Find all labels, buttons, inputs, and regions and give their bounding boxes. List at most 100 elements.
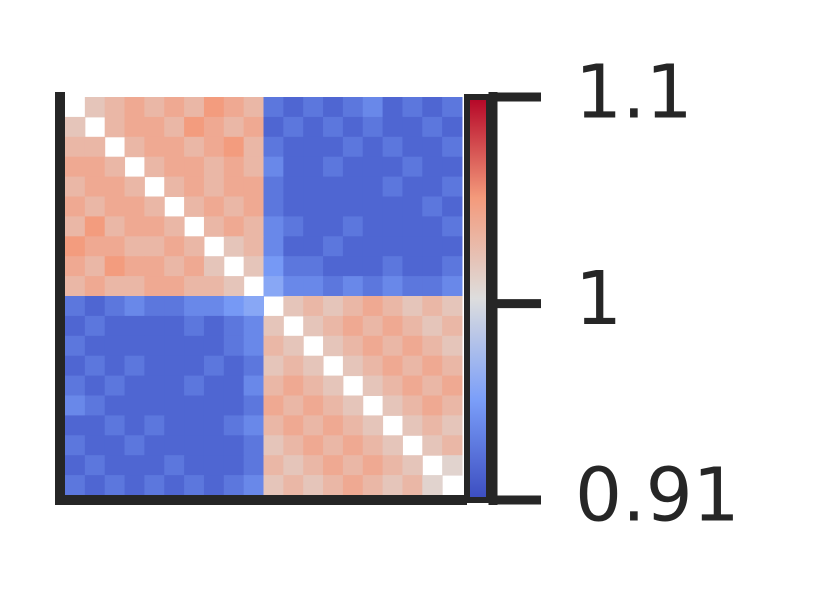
heatmap-cell	[144, 455, 165, 476]
heatmap-cell	[263, 415, 284, 436]
heatmap-cell	[243, 136, 264, 158]
heatmap-cell	[144, 355, 165, 377]
heatmap-cell	[342, 335, 364, 357]
heatmap-cell	[303, 375, 324, 396]
heatmap-cell	[104, 196, 126, 217]
heatmap-cell	[164, 375, 185, 396]
heatmap-cell	[382, 475, 403, 496]
heatmap-cell	[362, 256, 384, 277]
heatmap-cell	[124, 176, 145, 197]
heatmap-cell	[342, 296, 364, 317]
heatmap-cell	[362, 375, 384, 396]
heatmap-cell	[382, 116, 403, 138]
heatmap-cell	[84, 375, 106, 396]
colorbar-tick-label: 1.1	[575, 50, 693, 136]
heatmap-cell	[342, 136, 364, 158]
heatmap-cell	[283, 355, 304, 377]
heatmap-cell	[144, 116, 165, 138]
heatmap-cell	[144, 475, 165, 496]
heatmap-cell	[164, 335, 185, 357]
heatmap-cell	[382, 176, 403, 197]
heatmap-cell	[124, 435, 145, 456]
heatmap-cell	[144, 375, 165, 396]
heatmap-cell	[283, 196, 304, 217]
heatmap-cell	[362, 136, 384, 158]
heatmap-cell	[422, 216, 443, 237]
heatmap-cell	[263, 97, 284, 118]
heatmap-cell	[323, 236, 344, 257]
heatmap-cell	[263, 395, 284, 416]
heatmap-cell	[362, 335, 384, 357]
heatmap-cell	[442, 276, 463, 297]
heatmap-cell	[362, 97, 384, 118]
heatmap-cell	[104, 116, 126, 138]
heatmap-cell	[84, 455, 106, 476]
heatmap-cell	[422, 296, 443, 317]
heatmap-cell	[362, 196, 384, 217]
heatmap-cell	[124, 276, 145, 297]
heatmap-cell	[323, 415, 344, 436]
heatmap-cell	[283, 97, 304, 118]
heatmap-cell	[184, 196, 205, 217]
heatmap-cell	[323, 296, 344, 317]
heatmap-cell	[442, 315, 463, 337]
heatmap-cell	[283, 395, 304, 416]
heatmap-cell	[283, 296, 304, 317]
heatmap-cell	[243, 335, 264, 357]
heatmap-cell	[382, 335, 403, 357]
heatmap-cell	[442, 176, 463, 197]
heatmap-cell	[283, 116, 304, 138]
heatmap-cell	[144, 395, 165, 416]
heatmap-cell	[164, 395, 185, 416]
heatmap-cell	[144, 296, 165, 317]
heatmap-cell	[203, 296, 225, 317]
heatmap-cell	[422, 156, 443, 178]
heatmap-cell	[362, 435, 384, 456]
heatmap-cell	[184, 455, 205, 476]
heatmap-cell	[203, 136, 225, 158]
heatmap-cell	[65, 335, 86, 357]
heatmap-cell	[442, 236, 463, 257]
heatmap-cell	[164, 276, 185, 297]
heatmap-cell	[84, 315, 106, 337]
heatmap-cell	[362, 116, 384, 138]
heatmap-cell	[184, 236, 205, 257]
heatmap-cell	[104, 296, 126, 317]
heatmap-cell	[104, 315, 126, 337]
heatmap-cell	[303, 355, 324, 377]
heatmap-cell	[382, 296, 403, 317]
heatmap-cell	[104, 156, 126, 178]
heatmap-cell	[362, 176, 384, 197]
heatmap-cell	[283, 136, 304, 158]
heatmap-cell	[442, 136, 463, 158]
heatmap-cell	[223, 236, 245, 257]
heatmap-cell	[283, 276, 304, 297]
heatmap-cell	[203, 216, 225, 237]
heatmap-cell	[303, 156, 324, 178]
heatmap-cell	[442, 455, 463, 476]
heatmap-cell	[362, 296, 384, 317]
heatmap-cell	[124, 116, 145, 138]
heatmap-cell	[65, 475, 86, 496]
heatmap-cell	[323, 395, 344, 416]
heatmap-cell	[323, 116, 344, 138]
heatmap-cell	[323, 276, 344, 297]
heatmap-cell	[263, 156, 284, 178]
heatmap-cell	[342, 455, 364, 476]
heatmap-cell	[84, 335, 106, 357]
heatmap-cell	[84, 256, 106, 277]
heatmap-cell	[65, 196, 86, 217]
heatmap-cell	[104, 276, 126, 297]
heatmap-cell	[144, 216, 165, 237]
heatmap-cell	[203, 256, 225, 277]
heatmap-cell	[65, 256, 86, 277]
heatmap-cell	[65, 236, 86, 257]
heatmap-cell	[65, 276, 86, 297]
heatmap-cell	[104, 335, 126, 357]
heatmap-cell	[184, 435, 205, 456]
heatmap-cell	[243, 196, 264, 217]
heatmap-cell	[223, 296, 245, 317]
heatmap-cell	[65, 375, 86, 396]
heatmap-cell	[323, 435, 344, 456]
heatmap-cell	[402, 415, 423, 436]
